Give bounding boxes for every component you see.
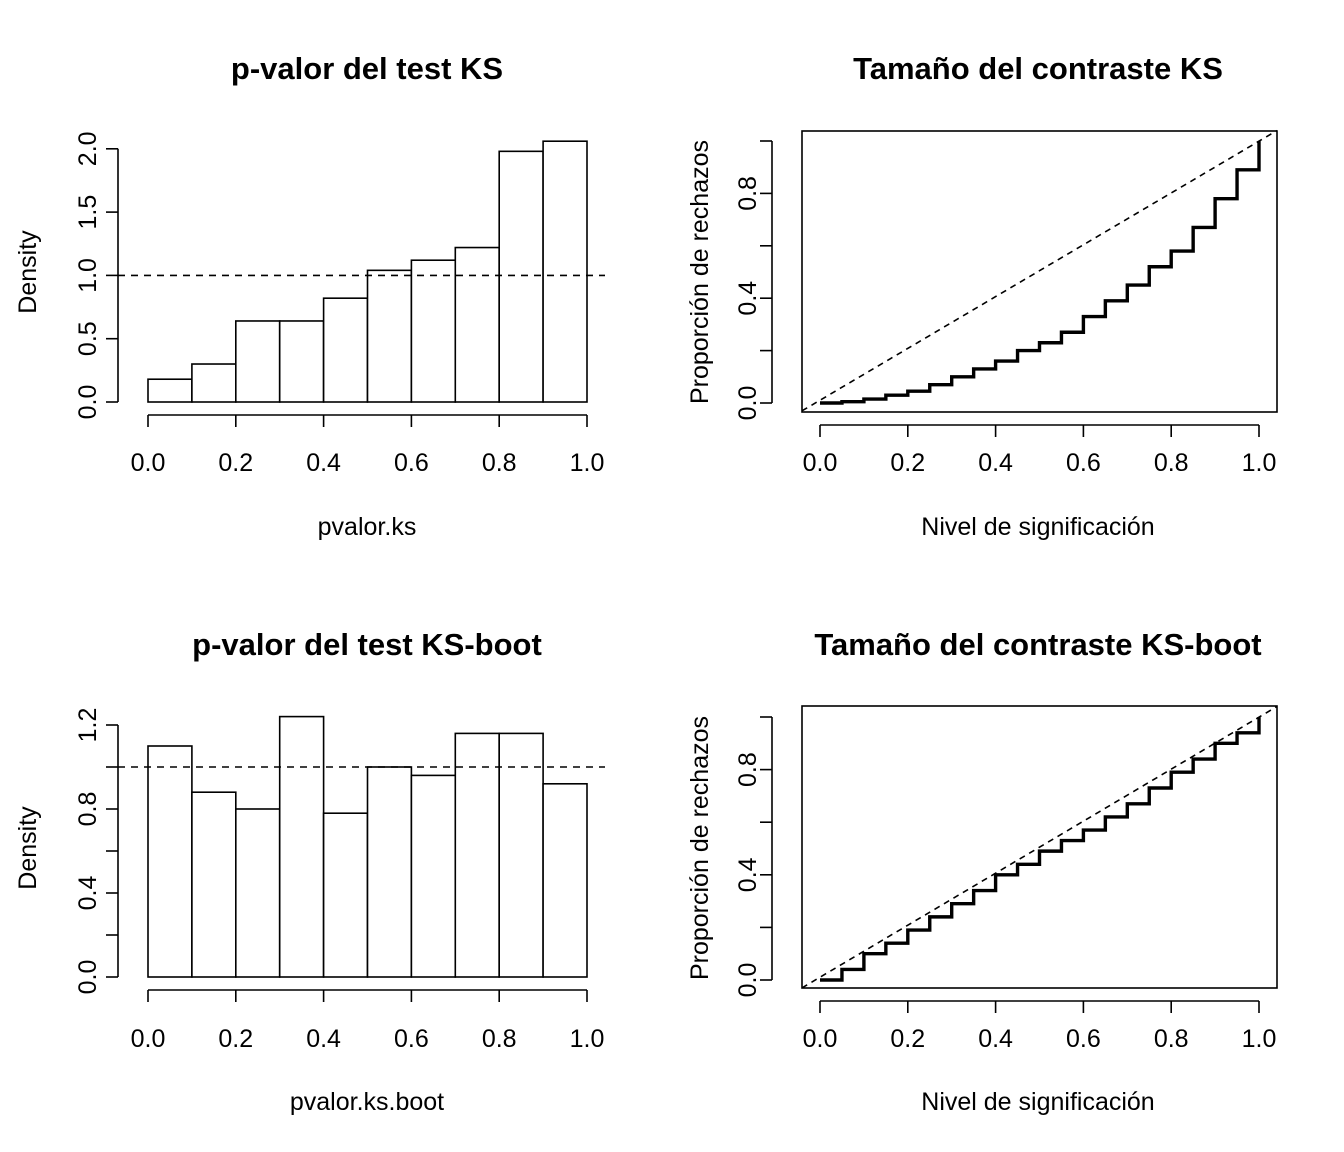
x-tick-label: 0.4 [306, 449, 341, 477]
histogram-bar [235, 320, 281, 403]
histogram-bar [454, 246, 500, 403]
y-tick-label: 0.8 [734, 176, 762, 211]
empirical-step-curve [820, 717, 1261, 982]
histogram-bar [410, 259, 457, 403]
x-tick-label: 0.0 [131, 449, 166, 477]
histogram-bar [191, 791, 237, 978]
x-axis-label: Nivel de significación [921, 513, 1154, 541]
y-tick-label: 0.5 [74, 321, 102, 356]
reference-diagonal [801, 129, 1278, 412]
x-tick-label: 0.4 [978, 1025, 1013, 1053]
x-tick-label: 0.2 [890, 449, 925, 477]
histogram-bar [278, 320, 325, 403]
chart-title: p-valor del test KS-boot [192, 627, 542, 662]
x-tick-label: 0.6 [394, 1025, 429, 1053]
x-tick-label: 0.0 [131, 1025, 166, 1053]
y-tick-label: 0.4 [734, 281, 762, 316]
y-tick-label: 0.0 [74, 960, 102, 995]
histogram-bar [498, 732, 544, 978]
x-tick-label: 0.0 [803, 1025, 838, 1053]
x-tick-label: 1.0 [570, 1025, 605, 1053]
x-axis-label: pvalor.ks [318, 513, 417, 541]
x-tick-label: 0.4 [306, 1025, 341, 1053]
y-axis-label: Density [14, 806, 42, 890]
y-axis-label: Density [14, 230, 42, 314]
x-tick-label: 1.0 [1242, 1025, 1277, 1053]
chart-title: Tamaño del contraste KS-boot [814, 627, 1261, 662]
y-axis-label: Proporción de rechazos [686, 716, 714, 980]
x-tick-label: 0.2 [218, 449, 253, 477]
histogram-bar [454, 732, 500, 978]
chart-title: Tamaño del contraste KS [853, 51, 1223, 86]
reference-diagonal [801, 705, 1278, 989]
histogram-bar [322, 297, 369, 403]
x-tick-label: 0.6 [394, 449, 429, 477]
plot-frame [801, 130, 1278, 413]
histogram-bar [542, 782, 588, 978]
x-axis-label: pvalor.ks.boot [290, 1088, 444, 1116]
histogram-bar [235, 808, 281, 978]
x-tick-label: 0.8 [1154, 449, 1189, 477]
y-tick-label: 0.0 [74, 385, 102, 420]
empirical-step-curve [820, 141, 1261, 405]
histogram-bar [147, 745, 193, 978]
y-axis-label: Proporción de rechazos [686, 140, 714, 404]
y-tick-label: 1.5 [74, 195, 102, 230]
chart-panel-4: Tamaño del contraste KS-boot Nivel de sig… [686, 627, 1278, 1116]
y-tick-label: 0.8 [734, 752, 762, 787]
y-tick-label: 0.0 [734, 963, 762, 998]
x-tick-label: 0.2 [218, 1025, 253, 1053]
x-tick-label: 1.0 [570, 449, 605, 477]
histogram-bar [366, 766, 413, 978]
y-tick-label: 0.4 [734, 857, 762, 892]
y-tick-label: 0.4 [74, 876, 102, 911]
histogram-bar [191, 363, 237, 403]
histogram-bar [322, 812, 369, 978]
histogram-bar [278, 715, 325, 978]
chart-title: p-valor del test KS [231, 51, 503, 86]
plot-frame [801, 705, 1278, 989]
x-tick-label: 0.6 [1066, 1025, 1101, 1053]
x-tick-label: 0.8 [482, 449, 517, 477]
y-tick-label: 0.0 [734, 386, 762, 421]
y-tick-label: 0.8 [74, 792, 102, 827]
histogram-bar [147, 378, 193, 403]
x-tick-label: 0.0 [803, 449, 838, 477]
y-tick-label: 1.2 [74, 708, 102, 743]
x-tick-label: 0.4 [978, 449, 1013, 477]
histogram-bar [498, 150, 544, 403]
chart-panel-1: p-valor del test KS pvalor.ks Density 0.0 0.… [14, 51, 605, 541]
x-tick-label: 0.8 [482, 1025, 517, 1053]
x-tick-label: 0.6 [1066, 449, 1101, 477]
chart-panel-2: Tamaño del contraste KS Nivel de signific… [686, 51, 1278, 541]
x-tick-label: 1.0 [1242, 449, 1277, 477]
x-tick-label: 0.2 [890, 1025, 925, 1053]
y-tick-label: 1.0 [74, 258, 102, 293]
histogram-bar [542, 140, 588, 403]
histogram-bar [410, 774, 457, 978]
chart-panel-3: p-valor del test KS-boot pvalor.ks.boot De… [14, 627, 605, 1116]
x-axis-label: Nivel de significación [921, 1088, 1154, 1116]
y-tick-label: 2.0 [74, 131, 102, 166]
x-tick-label: 0.8 [1154, 1025, 1189, 1053]
histogram-bar [366, 269, 413, 403]
